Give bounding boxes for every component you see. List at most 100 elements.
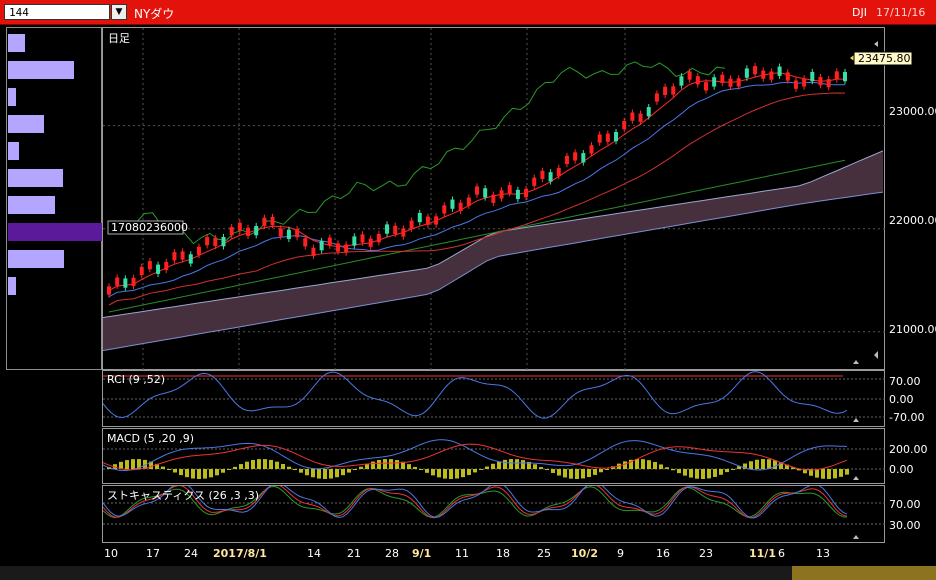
last-price-box bbox=[853, 51, 913, 66]
bottom-scrollbar[interactable] bbox=[0, 566, 936, 580]
macd-histogram-bar bbox=[239, 464, 243, 469]
code-dropdown-button[interactable]: ▼ bbox=[111, 4, 127, 20]
scroll-thumb[interactable] bbox=[792, 566, 936, 580]
panel-arrow-icon bbox=[853, 418, 859, 422]
candle-body bbox=[360, 234, 365, 243]
candle-body bbox=[172, 252, 177, 261]
macd-histogram-bar bbox=[425, 469, 429, 473]
macd-histogram-bar bbox=[503, 459, 507, 469]
macd-histogram-bar bbox=[125, 460, 129, 469]
candle-body bbox=[843, 71, 847, 82]
macd-histogram-bar bbox=[431, 469, 435, 476]
code-input[interactable]: 144 bbox=[4, 4, 110, 20]
macd-histogram-bar bbox=[593, 469, 597, 475]
last-price-label: 23475.80 bbox=[858, 52, 911, 65]
macd-histogram-bar bbox=[275, 461, 279, 469]
candle-body bbox=[131, 277, 136, 286]
macd-histogram-bar bbox=[671, 469, 675, 471]
volume-profile-bar bbox=[8, 277, 16, 295]
macd-histogram-bar bbox=[497, 461, 501, 469]
macd-histogram-bar bbox=[185, 469, 189, 478]
x-tick: 9/1 bbox=[412, 547, 431, 560]
rci-panel[interactable]: RCI (9 ,52) 70.00 0.00 -70.00 bbox=[102, 370, 924, 427]
macd-histogram-bar bbox=[791, 467, 795, 469]
stoch-tick: 30.00 bbox=[889, 519, 921, 532]
macd-histogram-bar bbox=[197, 469, 201, 479]
macd-histogram-bar bbox=[419, 469, 423, 470]
x-tick: 11 bbox=[455, 547, 469, 560]
candle-body bbox=[180, 251, 185, 260]
x-tick: 17 bbox=[146, 547, 160, 560]
panel-arrow-icon bbox=[853, 535, 859, 539]
macd-histogram-bar bbox=[407, 464, 411, 469]
candle-body bbox=[311, 247, 316, 256]
candle-body bbox=[548, 172, 553, 182]
candle-body bbox=[507, 185, 512, 194]
symbol-label: DJI bbox=[852, 6, 867, 19]
macd-histogram-bar bbox=[575, 469, 579, 479]
macd-histogram-bar bbox=[209, 469, 213, 478]
macd-histogram-bar bbox=[221, 469, 225, 473]
scroll-up-icon[interactable] bbox=[874, 41, 878, 47]
macd-histogram-bar bbox=[485, 466, 489, 469]
macd-histogram-bar bbox=[515, 459, 519, 469]
macd-histogram-bar bbox=[683, 469, 687, 476]
stoch-label: ストキャスティクス (26 ,3 ,3) bbox=[107, 489, 259, 502]
rci-chart: RCI (9 ,52) 70.00 0.00 -70.00 bbox=[103, 371, 924, 424]
macd-histogram-bar bbox=[533, 464, 537, 469]
macd-histogram-bar bbox=[773, 460, 777, 469]
panel-arrow-icon bbox=[853, 360, 859, 364]
x-tick: 13 bbox=[816, 547, 830, 560]
candle-body bbox=[303, 238, 308, 247]
price-chart-panel[interactable]: 日足 17080236000 23000.00 22000.00 21000.0… bbox=[102, 27, 936, 371]
candle-body bbox=[638, 113, 643, 122]
candle-body bbox=[286, 229, 291, 240]
macd-signal-line bbox=[103, 443, 848, 471]
candle-body bbox=[712, 77, 717, 87]
macd-histogram-bar bbox=[293, 469, 297, 470]
stochastic-panel[interactable]: ストキャスティクス (26 ,3 ,3) 70.00 30.00 bbox=[102, 485, 921, 543]
candle-body bbox=[826, 79, 831, 88]
macd-histogram-bar bbox=[287, 466, 291, 469]
macd-histogram-bar bbox=[473, 469, 477, 473]
macd-histogram-bar bbox=[401, 461, 405, 469]
x-tick: 28 bbox=[385, 547, 399, 560]
candle-body bbox=[834, 71, 839, 80]
candle-body bbox=[810, 71, 815, 82]
candle-body bbox=[597, 134, 602, 143]
candle-body bbox=[671, 86, 676, 95]
candle-body bbox=[703, 82, 708, 91]
candle-body bbox=[409, 220, 414, 229]
stochastic-chart: ストキャスティクス (26 ,3 ,3) 70.00 30.00 bbox=[103, 486, 921, 539]
macd-histogram-bar bbox=[203, 469, 207, 479]
candle-body bbox=[491, 194, 496, 203]
macd-panel[interactable]: MACD (5 ,20 ,9) 200.00 0.00 bbox=[102, 428, 928, 484]
candle-body bbox=[385, 224, 390, 234]
macd-histogram-bar bbox=[641, 459, 645, 469]
macd-histogram-bar bbox=[479, 469, 483, 470]
macd-histogram-bar bbox=[539, 467, 543, 469]
volume-profile-bar bbox=[8, 169, 63, 187]
macd-histogram-bar bbox=[587, 469, 591, 478]
x-tick: 11/1 bbox=[749, 547, 776, 560]
rci-tick: 0.00 bbox=[889, 393, 914, 406]
scroll-down-icon[interactable] bbox=[874, 351, 878, 359]
volume-profile-bar bbox=[8, 61, 74, 79]
instrument-name: NYダウ bbox=[134, 7, 175, 21]
macd-histogram-bar bbox=[281, 463, 285, 469]
candle-body bbox=[417, 212, 422, 223]
macd-histogram-bar bbox=[365, 463, 369, 469]
macd-histogram-bar bbox=[311, 469, 315, 478]
price-chart: 日足 17080236000 23000.00 22000.00 21000.0… bbox=[103, 28, 936, 371]
macd-histogram-bar bbox=[161, 466, 165, 469]
macd-histogram-bar bbox=[377, 459, 381, 469]
macd-histogram-bar bbox=[737, 466, 741, 469]
x-tick: 6 bbox=[778, 547, 785, 560]
macd-histogram-bar bbox=[509, 459, 513, 469]
macd-histogram-bar bbox=[323, 469, 327, 479]
macd-histogram-bar bbox=[329, 469, 333, 479]
volume-profile-panel bbox=[6, 27, 102, 370]
macd-histogram-bar bbox=[359, 466, 363, 469]
candle-body bbox=[679, 76, 684, 86]
candle-body bbox=[368, 238, 373, 247]
